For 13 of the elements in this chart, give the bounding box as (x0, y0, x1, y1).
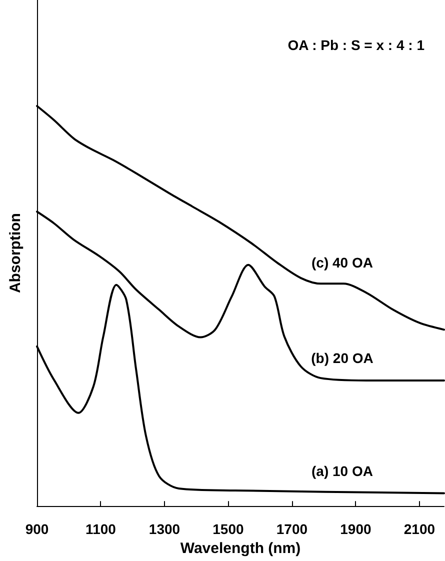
series-label: (c) 40 OA (312, 254, 373, 271)
y-axis-title: Absorption (7, 213, 24, 294)
series-label: (a) 10 OA (312, 462, 373, 479)
x-tick-label: 1100 (86, 521, 116, 538)
x-tick-label: 1900 (340, 521, 372, 538)
x-tick-label: 1300 (148, 521, 180, 538)
series-label: (b) 20 OA (311, 350, 374, 366)
x-tick-label: 900 (25, 521, 49, 538)
x-tick-label: 1500 (212, 521, 244, 538)
x-tick-label: 2100 (404, 521, 436, 538)
x-tick-label: 1700 (276, 521, 308, 538)
x-axis-title: Wavelength (nm) (180, 540, 301, 557)
text: OA : Pb : S = x : 4 : 1 (288, 37, 425, 53)
